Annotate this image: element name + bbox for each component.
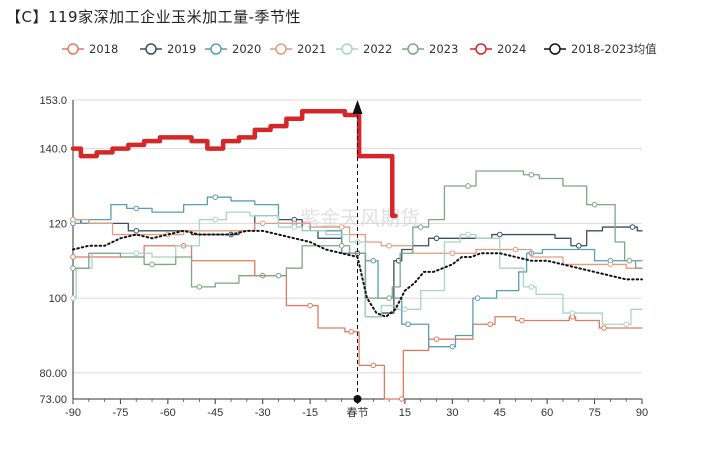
series-2019-point [629,224,636,230]
series-2021-point [449,250,456,257]
series-2020-point [449,343,456,350]
series-2018-2023--line [72,229,643,318]
y-tick-label: 100 [49,293,67,305]
series-2018-point [519,317,525,324]
legend-2024-marker [475,43,487,55]
series-2022-point [291,224,298,230]
series-2023-point [417,224,424,230]
series-2021-point [338,224,345,230]
series-2020-point [405,321,411,328]
series-2023-point [386,295,392,301]
series-2023-point [591,201,598,208]
legend-2019-marker [145,43,157,55]
series-2019-line [72,215,643,318]
spring-festival-marker [352,100,363,403]
y-tick-label: 120 [49,218,67,230]
series-2018-point [487,321,494,328]
series-2018-point [307,302,313,309]
series-2023-point [149,261,155,268]
series-2018-point [70,254,76,260]
legend-2023-label: 2023 [429,42,458,56]
series-2021-point [607,261,614,268]
legend-2023-marker [407,43,419,55]
marker-arrow [352,100,363,114]
legend-2024-label: 2024 [497,42,526,56]
series-2018-point [348,328,354,335]
legend: 2018 2019 2020 2021 2022 2023 2024 2018-2023均值 [62,42,657,56]
series-2021-line [72,218,643,269]
series-2018-point [398,396,405,402]
x-tick-label: -90 [65,407,81,419]
y-tick-label: 73.00 [39,394,67,406]
series-2022-line [72,211,643,325]
chart-title: 【C】119家深加工企业玉米加工量-季节性 [6,8,302,26]
legend-2022-marker [341,43,353,55]
series-lines [70,108,643,402]
series-2023-line [72,170,643,299]
series-2019-point [575,242,582,249]
series-2024-line [70,108,398,219]
series-2019-point [433,235,440,242]
series-2022-point [528,284,535,290]
x-tick-label: -15 [302,407,318,419]
legend-2019-label: 2019 [167,42,196,56]
series-2020-point [474,295,481,301]
series-2023-point [70,265,76,271]
legend-2020-label: 2020 [232,42,261,56]
marker-dot [353,395,362,403]
y-tick-label: 153.0 [39,95,67,107]
series-2020-point [370,257,377,264]
series-2022-point [465,231,471,238]
y-tick-label: 80.00 [39,368,67,380]
series-2023-point [528,171,535,178]
y-tick-label: 140.0 [39,144,67,156]
x-tick-label: 15 [399,407,411,419]
series-2020-point [133,205,140,212]
series-2021-point [386,242,392,249]
x-tick-label: 75 [588,407,600,419]
legend-2018-2023--marker [549,43,561,55]
series-2018-point [370,362,377,369]
x-tick-label: -60 [160,407,176,419]
x-tick-label: -45 [207,407,223,419]
series-2022-point [133,250,140,257]
series-2019-point [133,228,140,234]
series-2022-point [70,295,76,301]
legend-2020-marker [210,43,222,55]
series-2023-point [626,257,633,264]
series-2018-point [433,336,440,343]
x-tick-label: 春节 [347,406,369,419]
series-2023-point [465,183,471,189]
series-2023-point [338,242,345,249]
x-tick-label: 30 [446,407,458,419]
series-2018-point [601,325,607,331]
x-tick-label: -75 [112,407,128,419]
x-tick-label: 45 [494,407,506,419]
series-2019-point [496,231,503,238]
series-2021-point [70,216,76,223]
series-2022-point [402,306,408,313]
series-2021-point [259,220,266,227]
series-2022-point [569,310,576,316]
series-2023-point [275,272,282,279]
series-2022-point [623,321,629,328]
legend-2022-label: 2022 [363,42,392,56]
x-tick-label: -30 [255,407,271,419]
x-tick-label: 90 [636,407,648,419]
legend-2018-marker [67,43,79,55]
legend-2018-label: 2018 [89,42,118,56]
legend-2021-marker [275,43,287,55]
legend-2021-label: 2021 [297,42,326,56]
series-2023-point [196,284,203,290]
series-2020-point [212,194,219,200]
series-2021-point [512,246,519,253]
x-tick-label: 60 [541,407,553,419]
watermark: 紫金天风期货 [300,206,420,230]
legend-2018-2023--label: 2018-2023均值 [571,42,657,56]
series-2022-point [212,216,219,223]
